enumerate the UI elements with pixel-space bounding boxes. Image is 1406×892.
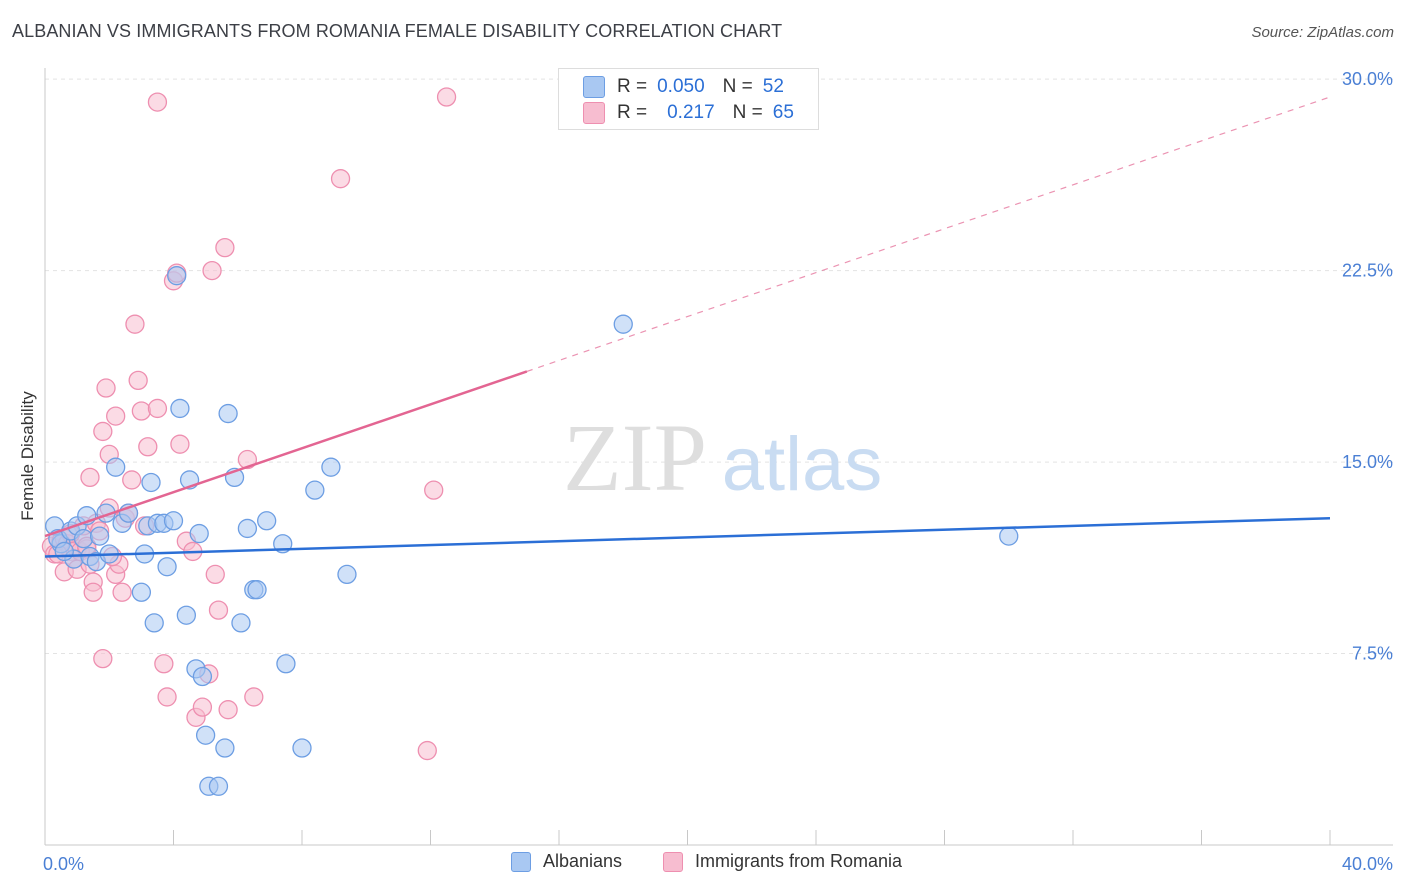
albanians-point — [999, 526, 1019, 546]
romania-point — [128, 370, 148, 391]
stats-row-romania: R = 0.217 N = 65 — [583, 101, 794, 125]
romania-point — [205, 564, 225, 585]
albanians-point — [613, 314, 633, 334]
n-label: N = — [722, 76, 753, 97]
source-label: Source: ZipAtlas.com — [1251, 24, 1394, 41]
albanians-point — [106, 457, 126, 477]
albanians-point — [321, 457, 341, 477]
y-tick-label: 15.0% — [1342, 452, 1393, 472]
stats-legend: R = 0.050 N = 52 R = 0.217 N = 65 — [558, 68, 819, 130]
r-value: 0.050 — [657, 76, 705, 97]
romania-point — [93, 648, 113, 669]
albanians-point — [189, 523, 209, 544]
romania-point — [215, 237, 235, 258]
n-label: N = — [732, 102, 763, 123]
albanians-point — [247, 580, 267, 600]
albanians-point — [170, 398, 190, 419]
albanians-point — [192, 666, 213, 687]
romania-trend-line — [44, 370, 528, 538]
albanians-point — [54, 541, 74, 562]
albanians-point — [73, 529, 94, 549]
legend-item-romania[interactable]: Immigrants from Romania — [663, 851, 902, 872]
albanians-legend-swatch — [511, 851, 531, 872]
romania-swatch — [583, 102, 605, 124]
albanians-point — [337, 564, 357, 585]
romania-point — [154, 654, 174, 674]
legend-label-albanians: Albanians — [543, 851, 623, 871]
watermark-atlas: atlas — [722, 422, 883, 507]
albanians-points — [44, 266, 1019, 796]
romania-point — [147, 92, 168, 112]
albanians-point — [167, 266, 187, 286]
romania-point — [93, 421, 113, 442]
romania-points — [41, 87, 457, 761]
r-label: R = — [617, 102, 648, 123]
albanians-point — [144, 613, 164, 633]
romania-point — [330, 169, 351, 189]
watermark-zip: ZIP — [563, 404, 707, 511]
albanians-point — [89, 526, 110, 546]
watermark: ZIP atlas — [563, 404, 882, 511]
legend-label-romania: Immigrants from Romania — [695, 851, 903, 871]
albanians-point — [292, 738, 312, 758]
albanians-swatch — [583, 76, 605, 98]
albanians-trend-line — [44, 516, 1331, 558]
series-legend: Albanians Immigrants from Romania — [0, 851, 1406, 877]
n-value: 52 — [762, 76, 784, 97]
albanians-point — [208, 776, 229, 796]
albanians-point — [257, 511, 277, 531]
albanians-point — [195, 725, 216, 745]
romania-point — [417, 740, 437, 761]
tick-labels: 7.5% 15.0% 22.5% 30.0% 0.0% 40.0% — [43, 69, 1393, 874]
stats-row-albanians: R = 0.050 N = 52 — [583, 75, 784, 99]
albanians-point — [237, 518, 258, 539]
romania-point — [83, 582, 103, 602]
romania-point — [147, 398, 168, 419]
y-tick-label: 7.5% — [1352, 644, 1393, 664]
romania-trend-projection — [526, 96, 1331, 373]
romania-point — [244, 687, 264, 707]
n-value: 65 — [772, 102, 794, 123]
romania-point — [202, 260, 222, 281]
romania-point — [424, 480, 444, 500]
romania-point — [192, 697, 213, 717]
y-tick-label: 22.5% — [1342, 261, 1393, 281]
x-tick-label: 40.0% — [1342, 854, 1393, 874]
albanians-point — [218, 403, 238, 424]
axes — [44, 68, 1393, 846]
r-value: 0.217 — [667, 102, 715, 123]
albanians-point — [163, 511, 184, 531]
romania-point — [112, 582, 132, 602]
romania-point — [170, 434, 190, 454]
romania-point — [208, 600, 229, 620]
albanians-point — [131, 582, 152, 602]
romania-point — [157, 687, 177, 707]
albanians-point — [176, 605, 197, 625]
albanians-point — [276, 654, 296, 674]
albanians-point — [157, 557, 177, 577]
romania-point — [122, 470, 142, 490]
albanians-point — [305, 480, 325, 500]
gridlines — [45, 78, 1393, 655]
y-tick-label: 30.0% — [1342, 69, 1393, 89]
x-tick-label: 0.0% — [43, 854, 84, 874]
romania-point — [237, 449, 258, 470]
chart-title: ALBANIAN VS IMMIGRANTS FROM ROMANIA FEMA… — [12, 21, 783, 41]
albanians-point — [215, 738, 235, 758]
romania-point — [436, 87, 457, 107]
romania-point — [96, 378, 116, 398]
trend-lines — [44, 96, 1331, 558]
albanians-point — [231, 613, 251, 633]
r-label: R = — [617, 76, 648, 97]
romania-point — [125, 314, 145, 334]
romania-point — [218, 700, 238, 720]
legend-item-albanians[interactable]: Albanians — [511, 851, 622, 872]
albanians-point — [141, 472, 161, 493]
romania-point — [80, 467, 100, 488]
romania-point — [138, 437, 158, 457]
romania-point — [131, 401, 152, 421]
romania-legend-swatch — [663, 851, 683, 872]
romania-point — [106, 406, 126, 426]
